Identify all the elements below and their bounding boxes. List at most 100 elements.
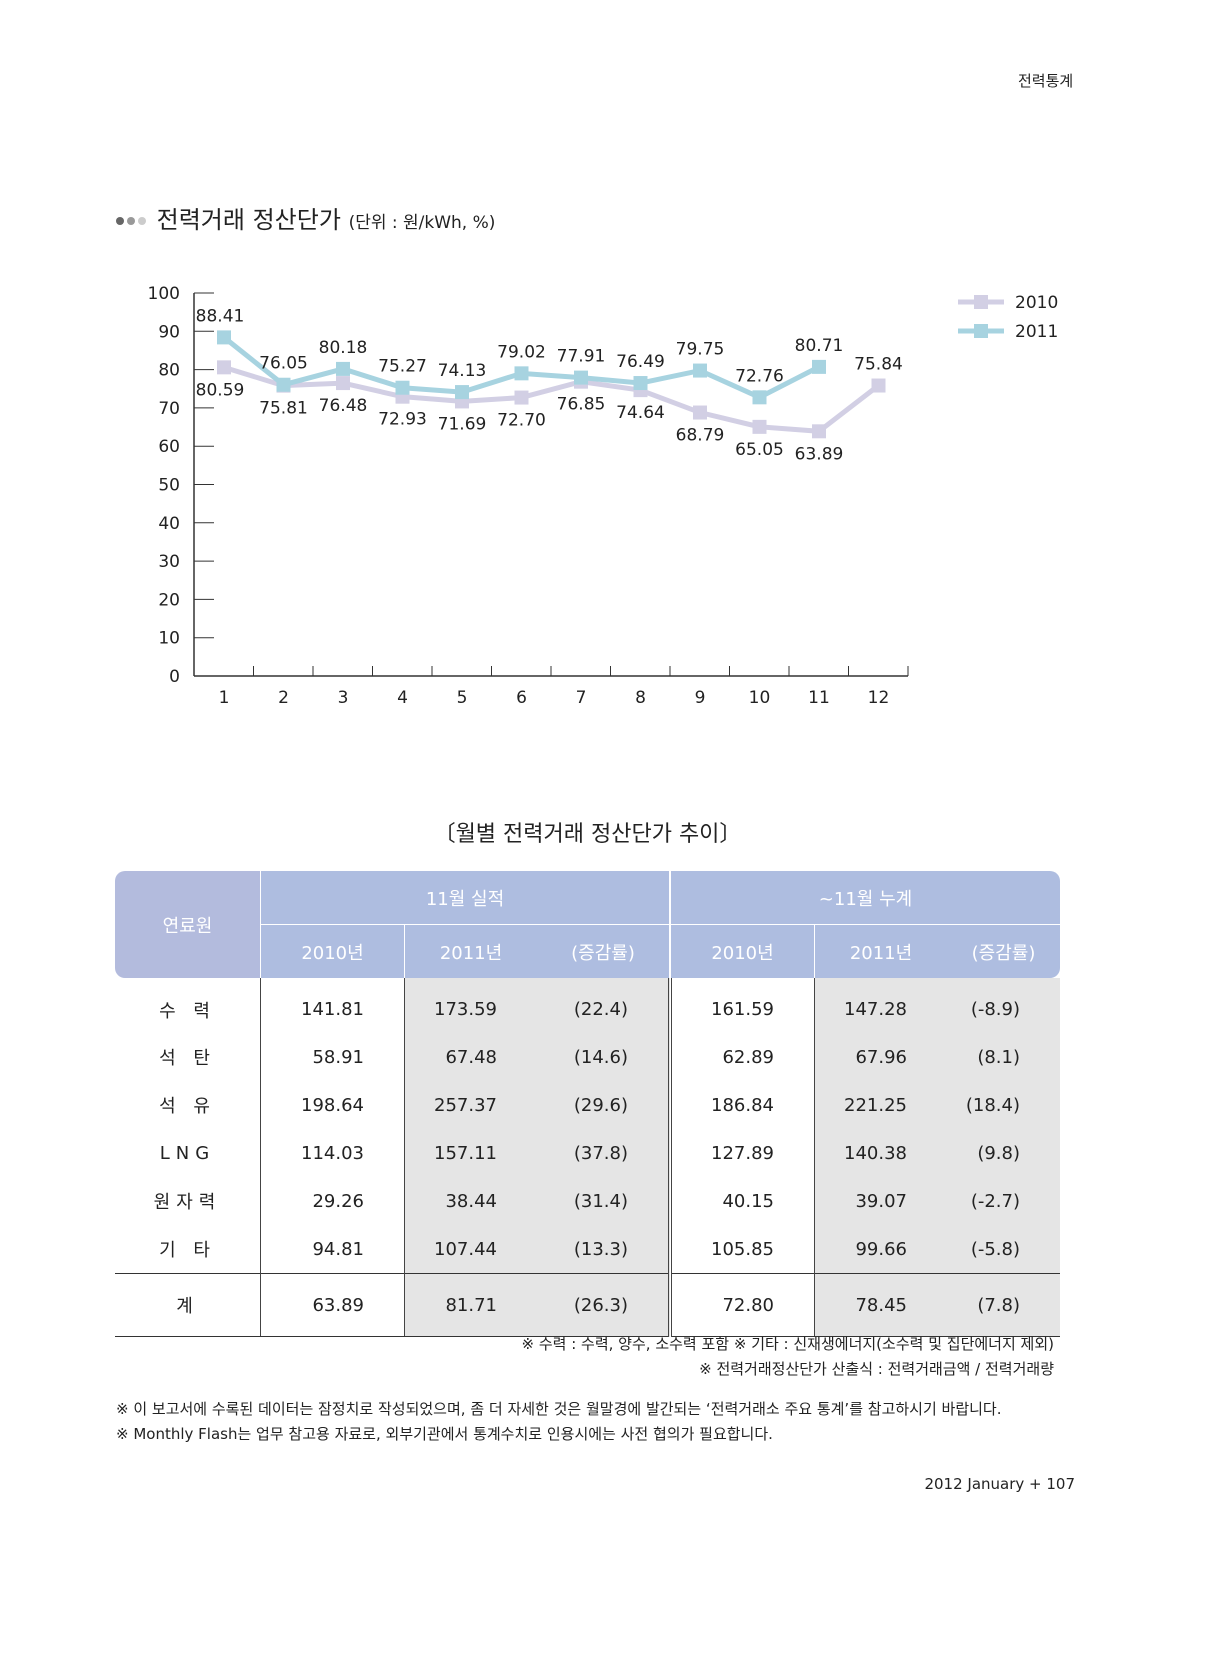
table-row: 석 유 198.64 257.37 (29.6) 186.84 221.25 (18.4) (115, 1081, 1060, 1129)
cell: 105.85 (668, 1225, 815, 1274)
data-point-2011 (752, 390, 767, 405)
y-tick-label: 80 (158, 361, 180, 381)
row-label: 기 타 (159, 1240, 216, 1261)
y-tick-label: 100 (148, 284, 180, 304)
note: ※ 수력 : 수력, 양수, 소수력 포함 ※ 기타 : 신재생에너지(소수력 … (521, 1335, 1054, 1353)
legend-label: 2011 (1015, 322, 1058, 342)
cell: (-8.9) (947, 978, 1060, 1033)
data-label-2011: 80.71 (795, 336, 844, 356)
cell: 257.37 (404, 1081, 537, 1129)
data-point-2011 (812, 359, 826, 374)
cell: (13.3) (537, 1225, 670, 1274)
series-line-2010 (223, 364, 881, 434)
y-tick-label: 10 (158, 629, 180, 649)
cell: 94.81 (260, 1225, 405, 1274)
x-tick-label: 6 (516, 688, 527, 708)
y-tick-label: 40 (158, 514, 180, 534)
cell: 99.66 (814, 1225, 947, 1274)
cell: 161.59 (668, 978, 815, 1033)
table-row: 원자력 29.26 38.44 (31.4) 40.15 39.07 (-2.7) (115, 1177, 1060, 1225)
data-label-2011: 75.27 (378, 357, 427, 377)
cell: (8.1) (947, 1033, 1060, 1081)
note: ※ 전력거래정산단가 산출식 : 전력거래금액 / 전력거래량 (699, 1360, 1054, 1378)
cell: 127.89 (668, 1129, 815, 1177)
sub-header: 2010년 (260, 924, 405, 978)
data-point-2011 (276, 377, 291, 392)
data-label-2010: 63.89 (795, 444, 844, 464)
cell: 141.81 (260, 978, 405, 1033)
cell: 157.11 (404, 1129, 537, 1177)
sub-header: 2010년 (669, 924, 815, 978)
data-label-2011: 80.18 (319, 338, 368, 358)
group-header-month: 11월 실적 (260, 871, 670, 925)
y-tick-label: 30 (158, 552, 180, 572)
data-label-2011: 74.13 (438, 361, 487, 381)
legend-label: 2010 (1015, 293, 1058, 313)
section-label: 전력통계 (1018, 72, 1074, 90)
x-tick-label: 4 (397, 688, 408, 708)
row-label: 석 탄 (159, 1048, 216, 1069)
cell: 198.64 (260, 1081, 405, 1129)
data-label-2010: 76.48 (319, 396, 368, 416)
footnote: ※ Monthly Flash는 업무 참고용 자료로, 외부기관에서 통계수치… (116, 1425, 773, 1443)
cell: 40.15 (668, 1177, 815, 1225)
data-point-2010 (812, 424, 826, 439)
data-point-2010 (752, 419, 767, 434)
data-label-2010: 76.85 (557, 395, 606, 415)
y-tick-label: 0 (169, 667, 180, 687)
table-row: 석 탄 58.91 67.48 (14.6) 62.89 67.96 (8.1) (115, 1033, 1060, 1081)
page-footer: 2012 January + 107 (924, 1475, 1075, 1493)
cell: 221.25 (814, 1081, 947, 1129)
row-label: 원자력 (153, 1192, 222, 1213)
data-label-2010: 72.93 (378, 410, 427, 430)
cell: (31.4) (537, 1177, 670, 1225)
data-label-2011: 79.75 (676, 340, 725, 360)
cell: (-2.7) (947, 1177, 1060, 1225)
sub-header: (증감률) (537, 924, 670, 978)
data-label-2011: 76.05 (259, 354, 308, 374)
data-point-2011 (633, 376, 648, 391)
corner-header: 연료원 (115, 871, 261, 978)
cell: 29.26 (260, 1177, 405, 1225)
legend-marker-2011 (974, 324, 988, 338)
x-tick-label: 10 (749, 688, 771, 708)
cell: 63.89 (260, 1273, 405, 1337)
data-point-2010 (336, 376, 350, 391)
row-label: 계 (115, 1273, 261, 1337)
data-label-2011: 77.91 (557, 347, 606, 367)
y-tick-label: 90 (158, 322, 180, 342)
table-row: LNG 114.03 157.11 (37.8) 127.89 140.38 (9.8) (115, 1129, 1060, 1177)
data-label-2010: 72.70 (497, 411, 546, 431)
data-label-2010: 74.64 (616, 403, 665, 423)
data-point-2011 (395, 380, 410, 395)
x-tick-label: 12 (868, 688, 890, 708)
chart-title: 전력거래 정산단가 (단위 : 원/kWh, %) (116, 200, 495, 235)
cell: 114.03 (260, 1129, 405, 1177)
cell: (14.6) (537, 1033, 670, 1081)
data-label-2010: 75.81 (259, 399, 308, 419)
cell: (18.4) (947, 1081, 1060, 1129)
y-tick-label: 50 (158, 476, 180, 496)
sub-header: 2011년 (404, 924, 537, 978)
cell: 186.84 (668, 1081, 815, 1129)
footnote: ※ 이 보고서에 수록된 데이터는 잠정치로 작성되었으며, 좀 더 자세한 것… (116, 1400, 1002, 1418)
bullet-dots-icon (116, 206, 149, 234)
y-tick-label: 60 (158, 437, 180, 457)
data-point-2010 (871, 378, 886, 393)
chart-title-unit: (단위 : 원/kWh, %) (348, 213, 496, 233)
cell: 78.45 (814, 1273, 947, 1337)
data-label-2010: 75.84 (854, 355, 903, 375)
data-label-2010: 80.59 (196, 380, 245, 400)
table-row: 기 타 94.81 107.44 (13.3) 105.85 99.66 (-5.8) (115, 1225, 1060, 1274)
data-label-2011: 76.49 (616, 352, 665, 372)
table-row: 수 력 141.81 173.59 (22.4) 161.59 147.28 (-8.9) (115, 978, 1060, 1033)
cell: 67.96 (814, 1033, 947, 1081)
legend-marker-2010 (974, 295, 988, 309)
cell: 81.71 (404, 1273, 537, 1337)
x-tick-label: 11 (808, 688, 830, 708)
cell: 67.48 (404, 1033, 537, 1081)
data-label-2011: 79.02 (497, 342, 546, 362)
cell: 173.59 (404, 978, 537, 1033)
